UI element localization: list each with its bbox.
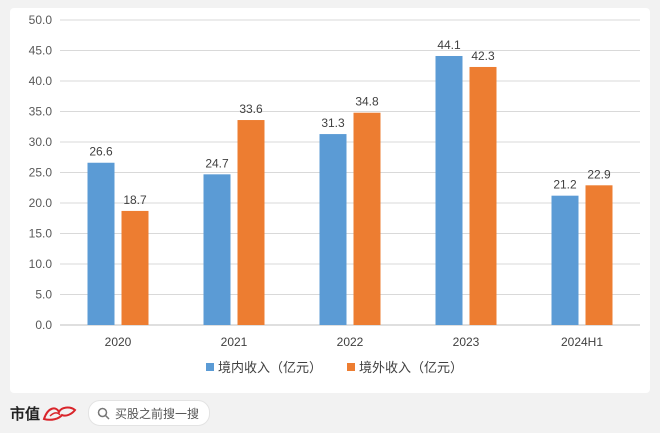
bar [87, 162, 115, 325]
bar [435, 55, 463, 326]
legend-label: 境内收入（亿元） [218, 360, 322, 375]
y-tick-label: 40.0 [29, 74, 53, 88]
bar-chart: 0.0 5.0 10.0 15.0 20.0 25.0 30.0 35.0 40.0 45.0 50… [29, 13, 640, 375]
y-tick-label: 35.0 [29, 105, 53, 119]
x-tick-label: 2023 [453, 335, 480, 349]
y-tick-label: 50.0 [29, 13, 53, 27]
bar [203, 174, 231, 325]
bar [319, 134, 347, 325]
y-tick-label: 30.0 [29, 135, 53, 149]
y-tick-label: 45.0 [29, 44, 53, 58]
y-tick-label: 0.0 [35, 318, 52, 332]
x-tick-label: 2021 [221, 335, 248, 349]
chart-card: 0.0 5.0 10.0 15.0 20.0 25.0 30.0 35.0 40.0 45.0 50… [10, 8, 650, 393]
x-tick-label: 2022 [337, 335, 364, 349]
brand-logo: 市值 [10, 403, 78, 424]
legend-swatch [206, 363, 214, 371]
data-label: 21.2 [553, 178, 577, 192]
footer: 市值 买股之前搜一搜 [10, 398, 211, 428]
data-label: 24.7 [205, 156, 229, 170]
bar [237, 120, 265, 325]
bar [551, 195, 579, 325]
legend-label: 境外收入（亿元） [359, 360, 463, 375]
search-placeholder: 买股之前搜一搜 [115, 406, 200, 421]
data-label: 34.8 [355, 95, 379, 109]
brand-mark-logo [42, 406, 77, 421]
data-label: 44.1 [437, 38, 461, 52]
bar [353, 112, 381, 325]
brand-name: 市值 [10, 404, 41, 423]
y-tick-label: 20.0 [29, 196, 53, 210]
y-tick-label: 10.0 [29, 257, 53, 271]
data-label: 31.3 [321, 116, 345, 130]
bar [469, 66, 497, 325]
data-label: 26.6 [89, 145, 113, 159]
y-tick-label: 5.0 [35, 288, 52, 302]
y-tick-label: 15.0 [29, 227, 53, 241]
x-tick-label: 2020 [105, 335, 132, 349]
bar [585, 185, 613, 325]
y-tick-label: 25.0 [29, 166, 53, 180]
data-label: 22.9 [587, 167, 611, 181]
data-label: 18.7 [123, 193, 147, 207]
search-box[interactable]: 买股之前搜一搜 [88, 400, 211, 426]
bar [121, 210, 149, 325]
data-label: 42.3 [471, 49, 495, 63]
data-label: 33.6 [239, 102, 263, 116]
legend-swatch [347, 363, 355, 371]
search-icon [97, 407, 110, 420]
x-tick-label: 2024H1 [561, 335, 603, 349]
